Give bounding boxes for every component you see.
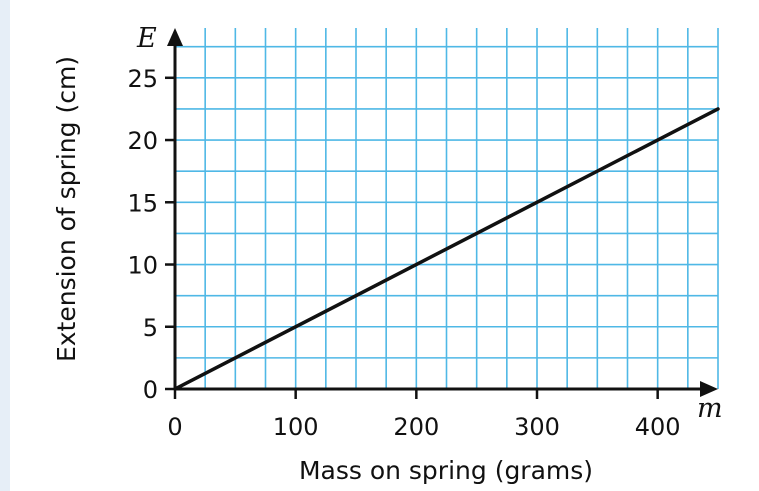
axes (165, 28, 718, 399)
y-tick-label: 5 (143, 314, 158, 342)
data-line (173, 107, 720, 391)
data-line-layer (173, 107, 720, 391)
grid (175, 28, 719, 389)
y-tick-label: 10 (127, 252, 158, 280)
side-strip (0, 0, 10, 491)
x-tick-label: 300 (514, 413, 560, 441)
y-axis-title: Extension of spring (cm) (52, 56, 81, 362)
x-axis-symbol: m (697, 393, 723, 424)
x-tick-label: 400 (635, 413, 681, 441)
x-axis-arrow (700, 381, 718, 397)
x-tick-label: 200 (393, 413, 439, 441)
y-tick-label: 15 (127, 189, 158, 217)
y-tick-label: 20 (127, 127, 158, 155)
tick-labels: 0 5 10 15 20 25 0 100 200 300 400 (127, 65, 680, 441)
x-tick-label: 100 (273, 413, 319, 441)
y-tick-label: 0 (143, 376, 158, 404)
y-axis-symbol: E (136, 23, 157, 54)
x-axis-title: Mass on spring (grams) (299, 456, 593, 485)
y-tick-label: 25 (127, 65, 158, 93)
x-tick-label: 0 (167, 413, 182, 441)
y-axis-arrow (167, 28, 183, 46)
